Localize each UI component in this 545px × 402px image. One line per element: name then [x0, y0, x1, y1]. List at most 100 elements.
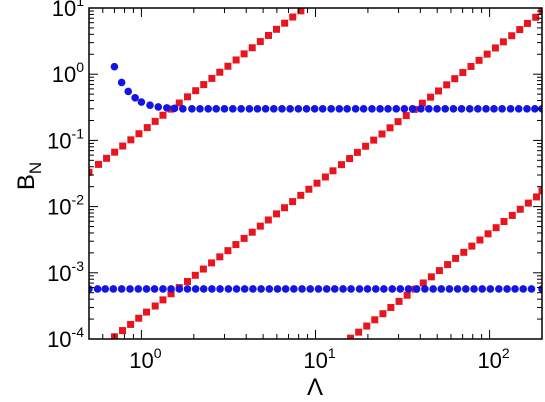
- series-4: [110, 62, 542, 113]
- square-marker: [175, 99, 183, 107]
- circle-marker: [204, 105, 213, 113]
- x-tick-label: 101: [303, 345, 335, 373]
- circle-marker: [278, 105, 286, 113]
- square-marker: [484, 230, 492, 238]
- circle-marker: [368, 105, 376, 113]
- circle-marker: [183, 285, 192, 293]
- circle-marker: [224, 285, 233, 293]
- y-tick-label: 10-1: [47, 125, 84, 153]
- square-marker: [451, 75, 459, 83]
- circle-marker: [486, 285, 495, 293]
- square-marker: [248, 44, 256, 52]
- circle-marker: [408, 105, 417, 113]
- circle-marker: [339, 285, 347, 293]
- circle-marker: [355, 285, 364, 293]
- circle-marker: [396, 285, 405, 293]
- square-marker: [127, 320, 135, 328]
- square-marker: [395, 297, 403, 305]
- square-marker: [363, 322, 371, 330]
- circle-marker: [392, 105, 401, 113]
- circle-marker: [229, 105, 237, 113]
- circle-marker: [126, 285, 134, 293]
- circle-marker: [310, 105, 319, 113]
- circle-marker: [318, 105, 327, 113]
- circle-marker: [511, 285, 519, 293]
- square-marker: [151, 302, 159, 310]
- circle-marker: [363, 285, 372, 293]
- square-marker: [305, 185, 313, 193]
- square-marker: [329, 167, 337, 175]
- circle-marker: [146, 101, 154, 110]
- circle-marker: [347, 285, 355, 293]
- y-axis-title-sub: N: [26, 162, 45, 174]
- square-marker: [353, 148, 361, 156]
- square-marker: [443, 81, 451, 89]
- axis-ticks: [88, 7, 543, 340]
- circle-marker: [404, 285, 413, 293]
- square-marker: [346, 155, 354, 163]
- circle-marker: [93, 285, 102, 293]
- circle-marker: [134, 285, 143, 293]
- square-marker: [256, 222, 264, 230]
- circle-marker: [150, 285, 159, 293]
- square-marker: [491, 44, 499, 52]
- square-marker: [435, 87, 443, 95]
- square-marker: [200, 81, 208, 89]
- circle-marker: [273, 285, 282, 293]
- square-marker: [362, 142, 370, 150]
- square-marker: [232, 241, 240, 249]
- square-marker: [89, 168, 93, 176]
- x-tick-label: 102: [477, 345, 509, 373]
- square-marker: [378, 130, 386, 138]
- square-marker: [475, 56, 483, 64]
- circle-marker: [167, 285, 175, 293]
- square-marker: [135, 130, 143, 138]
- circle-marker: [429, 285, 437, 293]
- circle-marker: [449, 105, 458, 113]
- square-marker: [483, 50, 491, 58]
- square-marker: [403, 291, 411, 299]
- circle-marker: [461, 285, 470, 293]
- y-tick-label: 10-2: [47, 192, 84, 220]
- square-marker: [467, 62, 475, 70]
- square-marker: [224, 247, 232, 255]
- square-marker: [419, 279, 427, 287]
- circle-marker: [441, 105, 450, 113]
- circle-marker: [124, 87, 133, 96]
- circle-marker: [188, 105, 196, 113]
- circle-marker: [519, 285, 528, 293]
- circle-marker: [322, 285, 331, 293]
- circle-marker: [527, 285, 536, 293]
- circle-marker: [302, 105, 311, 113]
- y-axis-title-main: B: [13, 174, 40, 190]
- square-marker: [468, 242, 476, 250]
- square-marker: [184, 93, 192, 101]
- circle-marker: [232, 285, 241, 293]
- circle-marker: [490, 105, 498, 113]
- square-marker: [533, 193, 541, 201]
- circle-marker: [351, 105, 360, 113]
- square-marker: [199, 265, 207, 273]
- square-marker: [95, 160, 103, 168]
- square-marker: [281, 204, 289, 212]
- square-marker: [240, 50, 248, 58]
- circle-marker: [531, 105, 539, 113]
- circle-marker: [212, 105, 221, 113]
- square-marker: [460, 248, 468, 256]
- square-marker: [248, 228, 256, 236]
- square-marker: [337, 161, 345, 169]
- square-marker: [289, 13, 297, 21]
- circle-marker: [314, 285, 323, 293]
- square-marker: [313, 179, 321, 187]
- circle-marker: [137, 98, 146, 106]
- square-marker: [224, 62, 232, 70]
- square-marker: [151, 117, 159, 125]
- circle-marker: [290, 285, 298, 293]
- square-marker: [119, 142, 127, 150]
- circle-marker: [101, 285, 110, 293]
- square-marker: [297, 191, 305, 199]
- circle-marker: [240, 285, 249, 293]
- square-marker: [135, 314, 143, 322]
- circle-marker: [514, 105, 523, 113]
